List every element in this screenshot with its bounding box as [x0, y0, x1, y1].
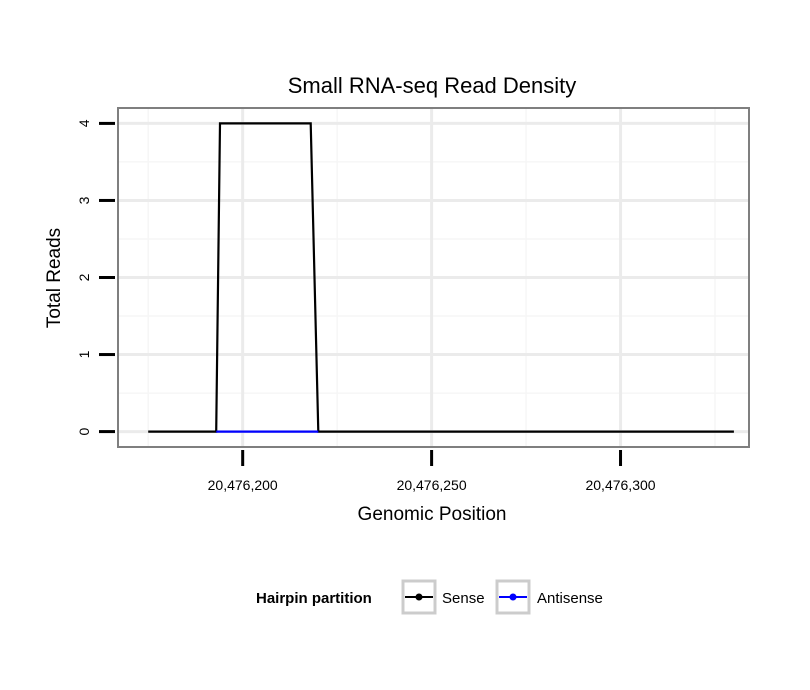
plot-panel-border	[117, 107, 750, 448]
x-tick-label: 20,476,300	[585, 477, 655, 493]
y-tick-label: 1	[76, 350, 92, 358]
legend-key-antisense-dot	[509, 593, 517, 601]
y-tick-label: 3	[76, 196, 92, 204]
x-tick-label: 20,476,250	[397, 477, 467, 493]
legend-key-sense-dot	[415, 593, 423, 601]
legend: Hairpin partition Sense Antisense	[256, 579, 603, 615]
legend-label-sense: Sense	[442, 590, 485, 607]
y-axis-title: Total Reads	[44, 228, 65, 328]
grid	[118, 108, 749, 447]
y-tick-label: 0	[76, 427, 92, 435]
x-axis-title: Genomic Position	[358, 504, 507, 525]
x-tick-label: 20,476,200	[208, 477, 278, 493]
legend-label-antisense: Antisense	[537, 590, 603, 607]
y-tick-label: 4	[76, 119, 92, 127]
y-axis: 0 1 2 3 4	[76, 119, 115, 435]
series-layer	[148, 122, 734, 433]
x-axis: 20,476,200 20,476,250 20,476,300	[208, 450, 656, 493]
chart-title: Small RNA-seq Read Density	[288, 73, 577, 98]
series-line-sense	[148, 122, 734, 433]
legend-title: Hairpin partition	[256, 590, 372, 607]
y-tick-label: 2	[76, 273, 92, 281]
